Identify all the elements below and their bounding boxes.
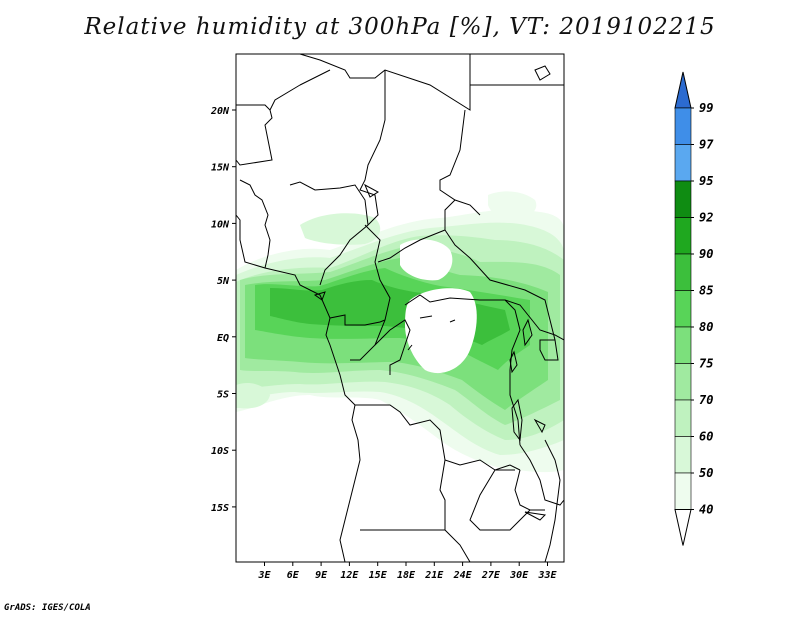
- colorbar-swatch: [674, 436, 692, 474]
- lon-tick-label: 30E: [509, 570, 529, 581]
- colorbar-swatch: [674, 363, 692, 401]
- colorbar-swatch: [674, 472, 692, 510]
- colorbar-label: 97: [699, 138, 714, 152]
- colorbar-label: 75: [699, 357, 713, 371]
- colorbar-swatch: [674, 399, 692, 437]
- credit-label: GrADS: IGES/COLA: [4, 603, 91, 613]
- colorbar-label: 40: [699, 503, 713, 517]
- lat-tick-label: 20N: [210, 106, 230, 117]
- map-panel: 20N 15N 10N 5N EQ 5S 10S 15S 3E 6E 9E 12E 15E 18E 21E…: [210, 53, 565, 581]
- colorbar-label: 90: [699, 247, 713, 261]
- colorbar-label: 70: [699, 393, 713, 407]
- colorbar-label: 95: [699, 174, 713, 188]
- lat-tick-label: 10N: [211, 219, 230, 230]
- lat-tick-label: 15S: [211, 503, 229, 514]
- lon-tick-label: 27E: [481, 570, 501, 581]
- longitude-axis: 3E 6E 9E 12E 15E 18E 21E 24E 27E 30E 33E: [257, 562, 558, 581]
- colorbar-swatch: [674, 107, 692, 145]
- lat-tick-label: EQ: [217, 333, 229, 344]
- lon-tick-label: 9E: [315, 570, 328, 581]
- colorbar-label: 80: [699, 320, 713, 334]
- lat-tick-label: 5S: [217, 390, 229, 401]
- colorbar-swatch: [674, 326, 692, 364]
- colorbar-label: 92: [699, 211, 713, 225]
- colorbar-swatch: [674, 144, 692, 182]
- lon-tick-label: 15E: [369, 570, 388, 581]
- lon-tick-label: 18E: [397, 570, 416, 581]
- latitude-axis: 20N 15N 10N 5N EQ 5S 10S 15S: [210, 106, 236, 514]
- colorbar-bottom-arrow: [674, 509, 692, 546]
- chart-title: Relative humidity at 300hPa [%], VT: 201…: [84, 14, 716, 40]
- lon-tick-label: 3E: [257, 570, 271, 581]
- humidity-shading: [236, 191, 564, 473]
- lon-tick-label: 24E: [453, 570, 473, 581]
- lat-tick-label: 5N: [217, 276, 230, 287]
- colorbar-label: 85: [699, 284, 713, 298]
- lon-tick-label: 33E: [537, 570, 557, 581]
- colorbar-label: 60: [699, 430, 713, 444]
- lon-tick-label: 12E: [340, 570, 359, 581]
- colorbar-label: 50: [699, 466, 713, 480]
- lat-tick-label: 15N: [211, 163, 230, 174]
- lat-tick-label: 10S: [211, 446, 229, 457]
- lon-tick-label: 21E: [424, 570, 444, 581]
- map-frame: [235, 53, 565, 563]
- colorbar-label: 99: [699, 101, 713, 115]
- colorbar-top-arrow: [674, 71, 692, 109]
- lon-tick-label: 6E: [287, 570, 300, 581]
- colorbar: 99 97 95 92 90 85 80 75 70 60 50 40: [674, 71, 714, 546]
- colorbar-swatch: [674, 290, 692, 328]
- country-borders: [236, 54, 564, 562]
- colorbar-swatch: [674, 180, 692, 218]
- colorbar-swatch: [674, 253, 692, 291]
- colorbar-swatch: [674, 217, 692, 255]
